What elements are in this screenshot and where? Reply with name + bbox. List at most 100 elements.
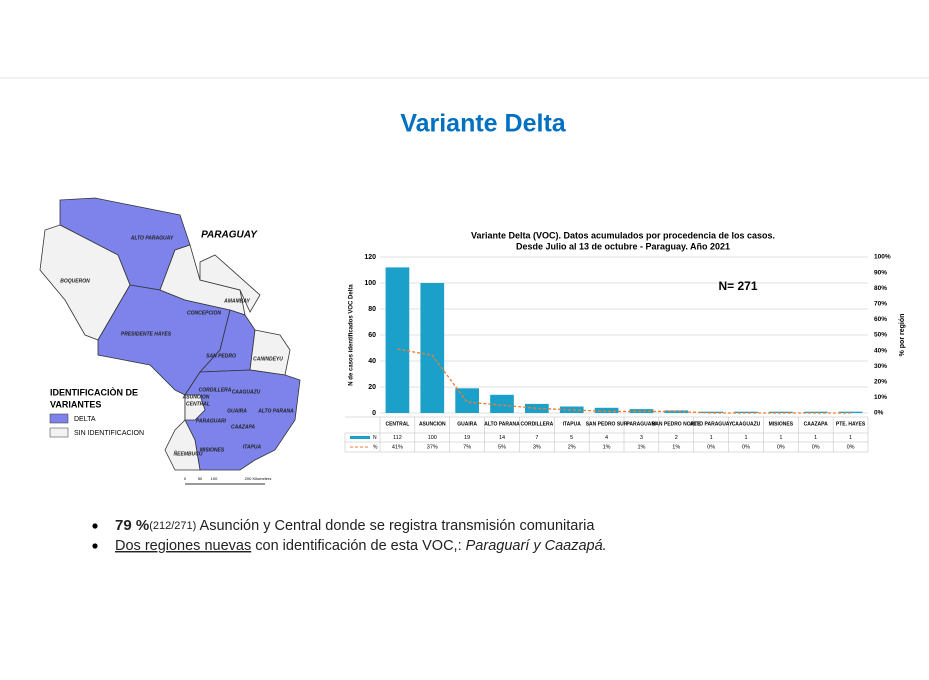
scale-label: 0: [184, 476, 187, 481]
legend-title: IDENTIFICACIÒN DE: [50, 386, 138, 397]
legend-label: DELTA: [74, 416, 96, 423]
legend-label: N: [373, 435, 377, 441]
table-value: 0%: [707, 444, 715, 450]
region: [199, 254, 261, 313]
y2-tick-label: 90%: [874, 269, 887, 276]
legend-label: %: [373, 444, 378, 450]
slide-title: Variante Delta: [400, 110, 566, 138]
region: [164, 419, 201, 471]
map-label: BOQUERON: [60, 278, 90, 284]
x-tick-label: CORDILLERA: [520, 421, 553, 427]
y2-tick-label: 50%: [874, 332, 887, 339]
bar: [455, 388, 479, 413]
table-value: 37%: [427, 444, 438, 450]
y2-tick-label: 70%: [874, 301, 887, 308]
bar: [490, 394, 514, 413]
x-tick-label: SAN PEDRO NORTE: [652, 421, 701, 427]
bar: [629, 409, 654, 413]
region: [39, 224, 131, 341]
table-value: 100: [428, 435, 437, 441]
y2-tick-label: 30%: [874, 363, 887, 370]
table-value: 19: [464, 435, 470, 441]
x-tick-label: CAAZAPA: [804, 421, 828, 427]
table-value: 7: [535, 435, 538, 441]
bullet-part: con identificación de esta VOC,:: [251, 538, 465, 554]
legend-swatch: [49, 413, 69, 424]
x-tick-label: ITAPUA: [563, 421, 582, 427]
legend-title: VARIANTES: [50, 399, 101, 409]
legend-swatch: [350, 436, 370, 439]
table-value: 0%: [742, 444, 750, 450]
x-tick-label: SAN PEDRO SUR: [586, 421, 628, 427]
y-axis-label: N de casos identificados VOC Delta: [349, 284, 355, 386]
y2-tick-label: 20%: [874, 379, 887, 386]
y-tick-label: 40: [368, 358, 376, 365]
map-label: CENTRAL: [186, 401, 210, 407]
bullet-part: 79 %: [115, 517, 149, 534]
region: [184, 394, 206, 421]
scale-label: 50: [198, 476, 203, 481]
y-tick-label: 60: [368, 332, 376, 339]
bar: [594, 407, 619, 413]
map-label: AMAMBAY: [223, 298, 250, 304]
bar: [420, 283, 445, 413]
table-value: 0%: [847, 444, 855, 450]
y-tick-label: 120: [364, 254, 376, 261]
y2-tick-label: 10%: [874, 394, 887, 401]
map-label: CONCEPCION: [187, 310, 221, 316]
table-value: 1: [779, 435, 782, 441]
table-value: 2%: [568, 444, 576, 450]
legend-label: SIN IDENTIFICACION: [74, 430, 144, 437]
map-label: CORDILLERA: [199, 387, 232, 393]
line: [397, 348, 851, 414]
map-label: ALTO PARAGUAY: [130, 235, 174, 241]
x-tick-label: PARAGUARI: [626, 421, 657, 427]
table-value: 5%: [498, 444, 506, 450]
y2-axis-label: % por región: [899, 314, 906, 357]
map-label: PARAGUARI: [196, 418, 227, 424]
x-tick-label: GUAIRA: [457, 421, 477, 427]
table-value: 1%: [637, 444, 645, 450]
bullet-part: (212/271): [149, 520, 196, 532]
legend-swatch: [49, 427, 69, 438]
y-tick-label: 80: [368, 306, 376, 313]
y-tick-label: 0: [372, 410, 376, 417]
bullet-dot: [92, 543, 98, 549]
map-label: ALTO PARANA: [257, 408, 294, 414]
region: [249, 329, 291, 376]
y2-tick-label: 0%: [874, 410, 884, 417]
chart-title: Desde Julio al 13 de octubre - Paraguay.…: [516, 241, 730, 251]
bar: [664, 410, 689, 413]
bar: [559, 406, 584, 413]
x-tick-label: PTE. HAYES: [836, 421, 866, 427]
table-value: 1: [849, 435, 852, 441]
map-label: SAN PEDRO: [206, 353, 236, 359]
table-value: 1: [814, 435, 817, 441]
table-value: 3: [640, 435, 643, 441]
scale-label: 100: [211, 476, 218, 481]
table-value: 5: [570, 435, 573, 441]
y2-tick-label: 60%: [874, 316, 887, 323]
y2-tick-label: 80%: [874, 285, 887, 292]
y2-tick-label: 100%: [874, 254, 891, 261]
x-tick-label: CENTRAL: [385, 421, 409, 427]
bar: [385, 267, 410, 413]
bullet-part: Asunción y Central donde se registra tra…: [196, 518, 595, 534]
bar: [699, 411, 723, 413]
map-label: CANINDEYU: [253, 356, 283, 362]
table-value: 4: [605, 435, 608, 441]
y-tick-label: 20: [368, 384, 376, 391]
map-label: CAAGUAZU: [232, 389, 261, 395]
table-value: 1%: [672, 444, 680, 450]
bullet-part: Dos regiones nuevas: [115, 538, 251, 554]
x-tick-label: ALTO PARAGUAY: [690, 421, 733, 427]
map-label: GUAIRA: [227, 408, 247, 414]
map: PARAGUAY: [39, 197, 301, 485]
map-title: PARAGUAY: [201, 230, 258, 241]
x-tick-label: CAAGUAZU: [732, 421, 761, 427]
table-value: 2: [675, 435, 678, 441]
bullet-text: 79 %(212/271) Asunción y Central donde s…: [115, 517, 595, 534]
x-tick-label: MISIONES: [769, 421, 794, 427]
y2-tick-label: 40%: [874, 347, 887, 354]
